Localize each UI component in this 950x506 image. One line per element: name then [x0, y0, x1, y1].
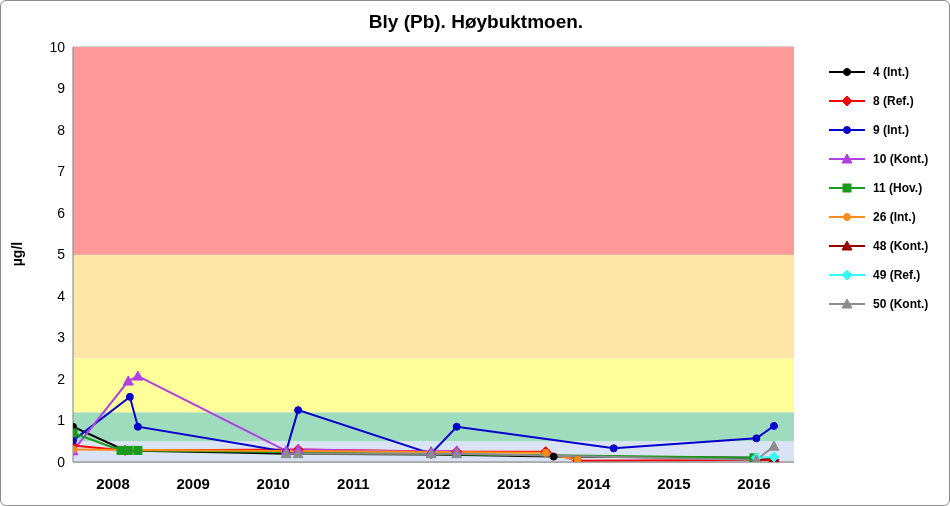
svg-text:4: 4	[57, 288, 65, 304]
svg-text:2016: 2016	[737, 475, 770, 492]
svg-text:0: 0	[57, 454, 65, 470]
svg-text:2015: 2015	[657, 475, 690, 492]
html-text:µg/l: µg/l	[9, 241, 25, 267]
svg-text:2013: 2013	[497, 475, 530, 492]
svg-text:9: 9	[57, 80, 65, 96]
html-text:26 (Int.): 26 (Int.)	[873, 209, 916, 224]
html-text:9 (Int.): 9 (Int.)	[873, 122, 909, 137]
html-text:Bly (Pb). Høybuktmoen.: Bly (Pb). Høybuktmoen.	[368, 11, 584, 32]
svg-text:2014: 2014	[577, 475, 611, 492]
svg-text:2009: 2009	[176, 475, 209, 492]
svg-text:2011: 2011	[337, 475, 370, 492]
svg-text:3: 3	[57, 329, 65, 345]
html-text:11 (Hov.): 11 (Hov.)	[873, 180, 923, 195]
html-text:50 (Kont.): 50 (Kont.)	[873, 296, 929, 311]
html-text:49 (Ref.): 49 (Ref.)	[873, 267, 921, 282]
html-text:4 (Int.): 4 (Int.)	[873, 64, 909, 79]
html-text:10 (Kont.): 10 (Kont.)	[873, 151, 929, 166]
svg-text:7: 7	[57, 163, 65, 179]
html-text:8 (Ref.): 8 (Ref.)	[873, 93, 914, 108]
svg-text:2012: 2012	[417, 475, 450, 492]
svg-text:2008: 2008	[96, 475, 129, 492]
svg-text:6: 6	[57, 205, 65, 221]
svg-text:2: 2	[57, 371, 65, 387]
svg-text:8: 8	[57, 122, 65, 138]
svg-text:5: 5	[57, 246, 65, 262]
svg-text:10: 10	[49, 39, 65, 55]
html-text:48 (Kont.): 48 (Kont.)	[873, 238, 929, 253]
svg-text:2010: 2010	[257, 475, 290, 492]
svg-text:1: 1	[57, 412, 65, 428]
